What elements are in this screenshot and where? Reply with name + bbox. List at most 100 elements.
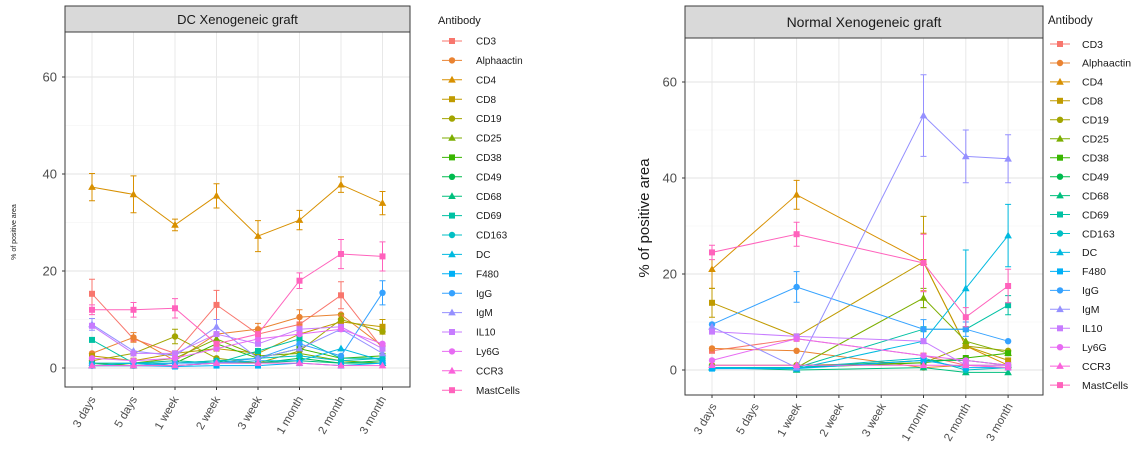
normal-graft-igg-point-1-month (920, 326, 927, 333)
normal-graft-cd8-point-3-month (1005, 357, 1012, 364)
dc-graft-ccr3-line (92, 362, 383, 367)
dc-graft-legend-item-igm: IgM (442, 308, 493, 319)
dc-graft-alphaactin-point-3-week (254, 326, 262, 333)
normal-graft-legend-key-cd25 (1056, 134, 1064, 142)
dc-graft-ccr3-point-2-week (212, 359, 221, 366)
dc-graft-legend-label-cd49: CD49 (476, 172, 502, 183)
normal-graft-panel-background (685, 38, 1043, 395)
normal-graft-xtick-label-2-week: 2 week (818, 401, 847, 439)
normal-graft-legend-label-cd49: CD49 (1082, 171, 1109, 183)
normal-graft-legend-item-dc: DC (1050, 247, 1098, 259)
normal-graft-legend-key-f480 (1057, 268, 1063, 275)
dc-graft-legend-key-cd8 (449, 96, 455, 103)
dc-graft-cd4-point-3-month (378, 199, 387, 206)
dc-graft-legend-key-igm (448, 308, 456, 316)
dc-graft-igm-line (91, 323, 383, 359)
dc-graft-legend-label-igm: IgM (476, 308, 493, 319)
normal-graft-ly6g-point-1-month (920, 352, 927, 359)
dc-graft-ly6g-point-1-week (171, 355, 179, 362)
normal-graft-legend-title: Antibody (1048, 15, 1093, 27)
dc-graft-legend-key-mastcells (449, 387, 455, 394)
dc-graft-legend-key-ly6g (448, 348, 456, 355)
dc-graft-cd4-point-5-days (129, 190, 138, 198)
dc-graft-cd163-point-2-month (337, 357, 345, 364)
dc-graft-legend-item-mastcells: MastCells (442, 386, 520, 397)
normal-graft-igm-point-3-days (708, 322, 716, 330)
dc-graft-mastcells-point-5-days (130, 306, 137, 313)
dc-graft-xtick-label-3-days: 3 days (71, 394, 98, 430)
dc-graft-legend: Antibody CD3 Alphaactin CD4 CD8 CD19 CD25 CD38 C… (438, 15, 523, 397)
dc-graft-legend-item-cd3: CD3 (442, 37, 496, 48)
dc-graft-alphaactin-line (91, 314, 383, 362)
normal-graft-xtick-label-3-days: 3 days (692, 401, 719, 437)
dc-graft-legend-label-il10: IL10 (476, 328, 496, 339)
dc-graft-cd8-point-3-month (379, 323, 386, 330)
dc-graft-legend-key-cd25 (448, 134, 456, 141)
dc-graft-legend-key-dc (448, 250, 456, 258)
normal-graft-il10-point-3-days (709, 328, 715, 335)
dc-graft-il10-point-3-week (255, 340, 261, 347)
dc-graft-chart: DC Xenogeneic graft 0 20 40 60 3 days 5 days 1 … (11, 5, 523, 437)
dc-graft-legend-label-cd163: CD163 (476, 231, 508, 242)
dc-graft-legend-item-cd38: CD38 (442, 153, 502, 164)
normal-graft-ccr3-point-3-month (1004, 363, 1012, 371)
normal-graft-legend-item-cd68: CD68 (1050, 190, 1109, 202)
normal-graft-ccr3-point-1-week (792, 361, 801, 368)
normal-graft-mastcells-point-2-month (962, 314, 969, 321)
normal-graft-legend-label-igg: IgG (1082, 285, 1099, 297)
dc-graft-ccr3-point-1-month (295, 359, 304, 366)
dc-graft-igg-point-3-month (379, 289, 386, 296)
normal-graft-ytick-label-0: 0 (670, 363, 677, 378)
dc-graft-legend-key-cd163 (448, 231, 456, 239)
dc-graft-cd4-point-1-month (295, 216, 304, 223)
dc-graft-legend-item-cd68: CD68 (442, 192, 502, 203)
normal-graft-legend-key-cd68 (1056, 191, 1064, 199)
normal-graft-cd25-point-2-month (962, 337, 970, 344)
normal-graft-legend-key-igm (1056, 305, 1064, 313)
normal-graft-legend-key-il10 (1057, 325, 1063, 332)
normal-graft-cd69-point-3-month (1005, 302, 1012, 309)
dc-graft-ytick-label-1: 20 (43, 264, 57, 279)
dc-graft-legend-label-f480: F480 (476, 269, 499, 280)
dc-graft-cd4-point-3-days (88, 183, 96, 190)
normal-graft-xtick-label-1-month: 1 month (900, 402, 931, 444)
normal-graft-legend-item-alphaactin: Alphaactin (1050, 58, 1131, 70)
dc-graft-cd163-point-1-month (296, 352, 303, 360)
dc-graft-dc-point-2-month (337, 344, 345, 352)
dc-graft-legend-key-alphaactin (448, 57, 456, 64)
dc-graft-series-ccr3 (88, 359, 387, 369)
dc-graft-cd19-point-3-month (379, 328, 386, 335)
dc-graft-ly6g-line (91, 328, 383, 362)
dc-graft-xtick-label-3-month: 3 month (358, 395, 389, 437)
normal-graft-cd19-point-2-month (962, 342, 969, 350)
normal-graft-cd68-point-3-month (1004, 368, 1012, 376)
normal-graft-legend-key-dc (1056, 248, 1064, 256)
normal-graft-strip (684, 5, 1044, 39)
normal-graft-legend-key-igg (1056, 287, 1064, 294)
dc-graft-ccr3-point-1-week (171, 361, 179, 369)
normal-graft-legend-key-cd4 (1056, 77, 1064, 85)
dc-graft-legend-label-cd3: CD3 (476, 37, 496, 48)
dc-graft-ytick-label-2: 40 (43, 167, 57, 182)
dc-graft-legend-item-cd25: CD25 (442, 134, 502, 145)
normal-graft-ly6g-point-3-days (708, 357, 716, 364)
dc-graft-ccr3-point-3-days (88, 361, 96, 369)
dc-graft-xtick-label-5-days: 5 days (113, 394, 140, 430)
normal-graft-legend-item-igm: IgM (1050, 304, 1100, 316)
dc-graft-legend-item-igg: IgG (442, 289, 492, 300)
dc-graft-il10-point-5-days (130, 350, 137, 357)
normal-graft-legend-label-il10: IL10 (1082, 323, 1103, 335)
normal-graft-igg-point-3-month (1004, 338, 1012, 345)
normal-graft-legend-label-cd38: CD38 (1082, 153, 1109, 165)
dc-graft-ly6g-point-3-days (88, 355, 96, 362)
dc-graft-igg-point-1-month (296, 340, 303, 347)
normal-graft-series-mastcells (709, 221, 1012, 328)
dc-graft-cd4-point-1-week (171, 220, 179, 228)
normal-graft-legend-label-cd4: CD4 (1082, 77, 1103, 89)
normal-graft-ly6g-point-2-month (962, 357, 969, 364)
dc-graft-mastcells-point-3-days (89, 306, 95, 313)
normal-graft-mastcells-point-1-week (793, 231, 800, 238)
dc-graft-legend-key-ccr3 (448, 366, 456, 374)
normal-graft-dc-point-2-month (962, 284, 970, 292)
